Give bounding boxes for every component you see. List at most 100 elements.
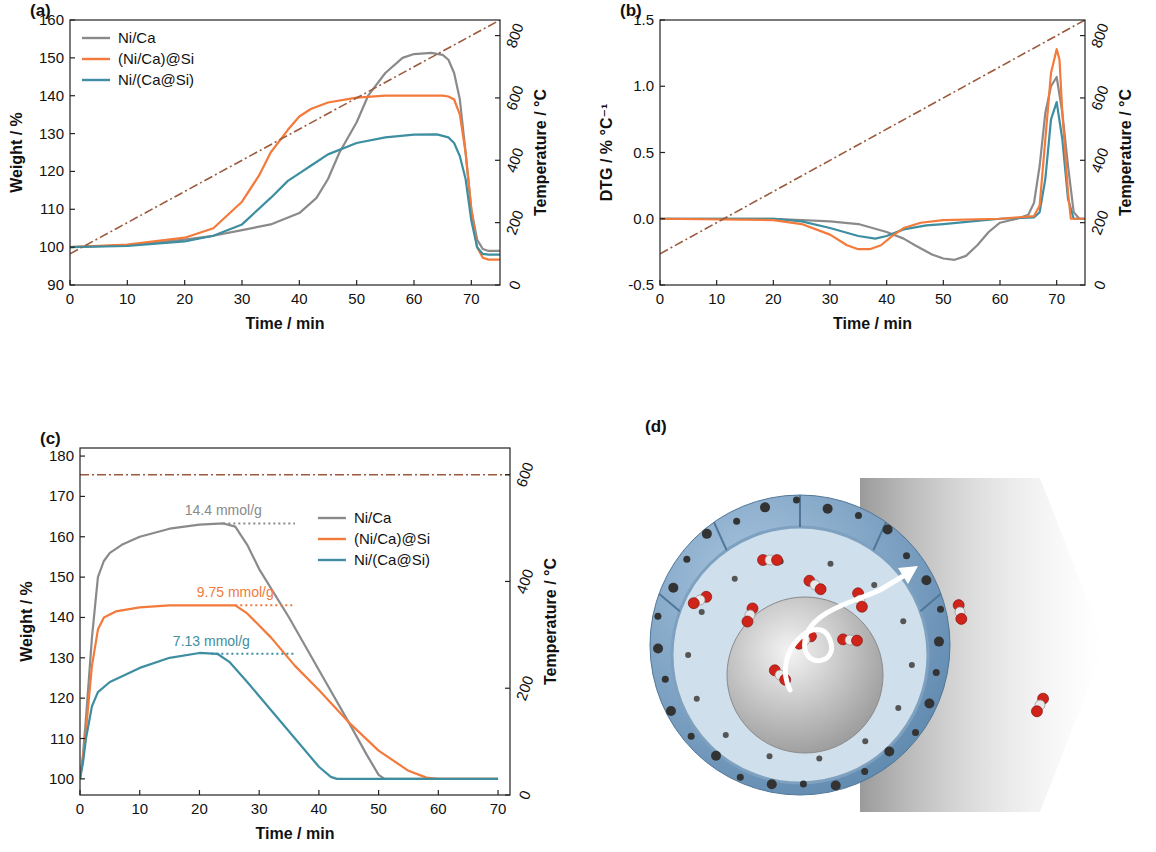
x-tick: [184, 280, 185, 285]
shell: [650, 495, 950, 795]
x-tick: [943, 280, 944, 285]
series-line: [70, 53, 500, 251]
y-tick-label: 0.0: [633, 210, 654, 227]
annotation-text: 9.75 mmol/g: [197, 584, 274, 600]
annotation-line: [211, 653, 295, 655]
inner-pore: [767, 753, 773, 759]
inner-pore: [694, 696, 700, 702]
y2-tick: [495, 222, 500, 223]
annotation-text: 14.4 mmol/g: [185, 502, 262, 518]
y2-tick: [1080, 160, 1085, 161]
inner-pore: [900, 618, 906, 624]
x-tick: [259, 790, 260, 795]
y-tick-label: 150: [39, 49, 64, 66]
inner-pore: [723, 732, 729, 738]
pore: [767, 779, 777, 789]
y-tick: [80, 455, 85, 456]
y2-tick: [495, 35, 500, 36]
x-tick-label: 40: [291, 290, 308, 307]
x-tick-label: 40: [878, 290, 895, 307]
legend-swatch: [82, 58, 110, 60]
y-tick: [660, 218, 665, 219]
annotation-line: [223, 522, 295, 524]
legend-swatch: [82, 37, 110, 39]
oxygen: [851, 635, 863, 647]
x-tick: [318, 790, 319, 795]
pore: [800, 780, 807, 787]
y-tick-label: 160: [49, 528, 74, 545]
y2-tick-label: 400: [512, 567, 537, 596]
x-tick-label: 20: [176, 290, 193, 307]
y2-tick-label: 600: [502, 83, 527, 112]
legend-entry: Ni/Ca: [318, 509, 392, 526]
series-line: [80, 523, 498, 778]
shell-interior: [672, 527, 928, 783]
x-tick-label: 50: [935, 290, 952, 307]
y2-tick-label: 200: [1087, 208, 1112, 237]
series-line: [70, 134, 500, 254]
annotation-text: 7.13 mmol/g: [173, 633, 250, 649]
oxygen: [740, 614, 754, 628]
legend-label: (Ni/Ca)@Si: [354, 530, 430, 547]
legend-swatch: [318, 559, 346, 561]
x-tick-label: 60: [406, 290, 423, 307]
panel: (a)0102030405060709010011012013014015016…: [8, 1, 549, 332]
y2-tick: [505, 794, 510, 795]
legend-entry: Ni/(Ca@Si): [82, 71, 194, 88]
x-tick-label: 70: [1048, 290, 1065, 307]
x-tick-label: 40: [311, 800, 328, 817]
oxygen: [772, 555, 783, 566]
shell-seam: [659, 594, 680, 612]
y-tick-label: -0.5: [628, 276, 654, 293]
core: [727, 597, 883, 753]
x-tick-label: 30: [251, 800, 268, 817]
y2-tick-label: 200: [502, 208, 527, 237]
pore: [733, 518, 740, 525]
pore: [760, 502, 770, 512]
x-tick: [413, 280, 414, 285]
x-tick-label: 10: [708, 290, 725, 307]
x-tick-label: 10: [131, 800, 148, 817]
y-tick-label: 160: [39, 11, 64, 28]
x-tick: [199, 790, 200, 795]
y-tick-label: 110: [40, 200, 64, 217]
y2-tick-label: 400: [1087, 145, 1112, 174]
series-line: [80, 653, 498, 779]
legend-label: Ni/(Ca@Si): [118, 71, 194, 88]
inner-pore: [827, 561, 833, 567]
co2-molecule: [740, 601, 759, 628]
legend-entry: (Ni/Ca)@Si: [318, 530, 430, 547]
inner-pore: [732, 576, 738, 582]
y2-tick: [505, 474, 510, 475]
pore: [924, 698, 934, 708]
y-tick: [70, 171, 75, 172]
pore: [654, 613, 661, 620]
figure: (a)0102030405060709010011012013014015016…: [0, 0, 1156, 852]
pore: [861, 768, 868, 775]
x-tick-label: 0: [66, 290, 74, 307]
pore: [855, 512, 862, 519]
plot-frame: [660, 20, 1085, 285]
y-tick: [660, 284, 665, 285]
annotation-line: [235, 604, 295, 606]
y2-tick-label: 200: [512, 673, 537, 702]
x-tick: [716, 280, 717, 285]
y2-tick-label: 400: [502, 145, 527, 174]
y-tick: [80, 577, 85, 578]
y-tick-label: 1.5: [633, 11, 654, 28]
x-tick: [659, 280, 660, 285]
y2-tick: [505, 688, 510, 689]
y-tick-label: 100: [39, 238, 64, 255]
x-tick: [471, 280, 472, 285]
y-tick-label: 110: [50, 730, 74, 747]
x-tick-label: 50: [370, 800, 387, 817]
inner-pore: [871, 582, 877, 588]
legend-swatch: [318, 538, 346, 540]
panel-title: (d): [645, 417, 667, 436]
pore: [737, 774, 744, 781]
diffusion-path: [785, 575, 905, 690]
y-tick: [80, 778, 85, 779]
y-tick: [660, 152, 665, 153]
x-axis-title: Time / min: [256, 825, 335, 842]
legend-label: Ni/Ca: [354, 509, 392, 526]
